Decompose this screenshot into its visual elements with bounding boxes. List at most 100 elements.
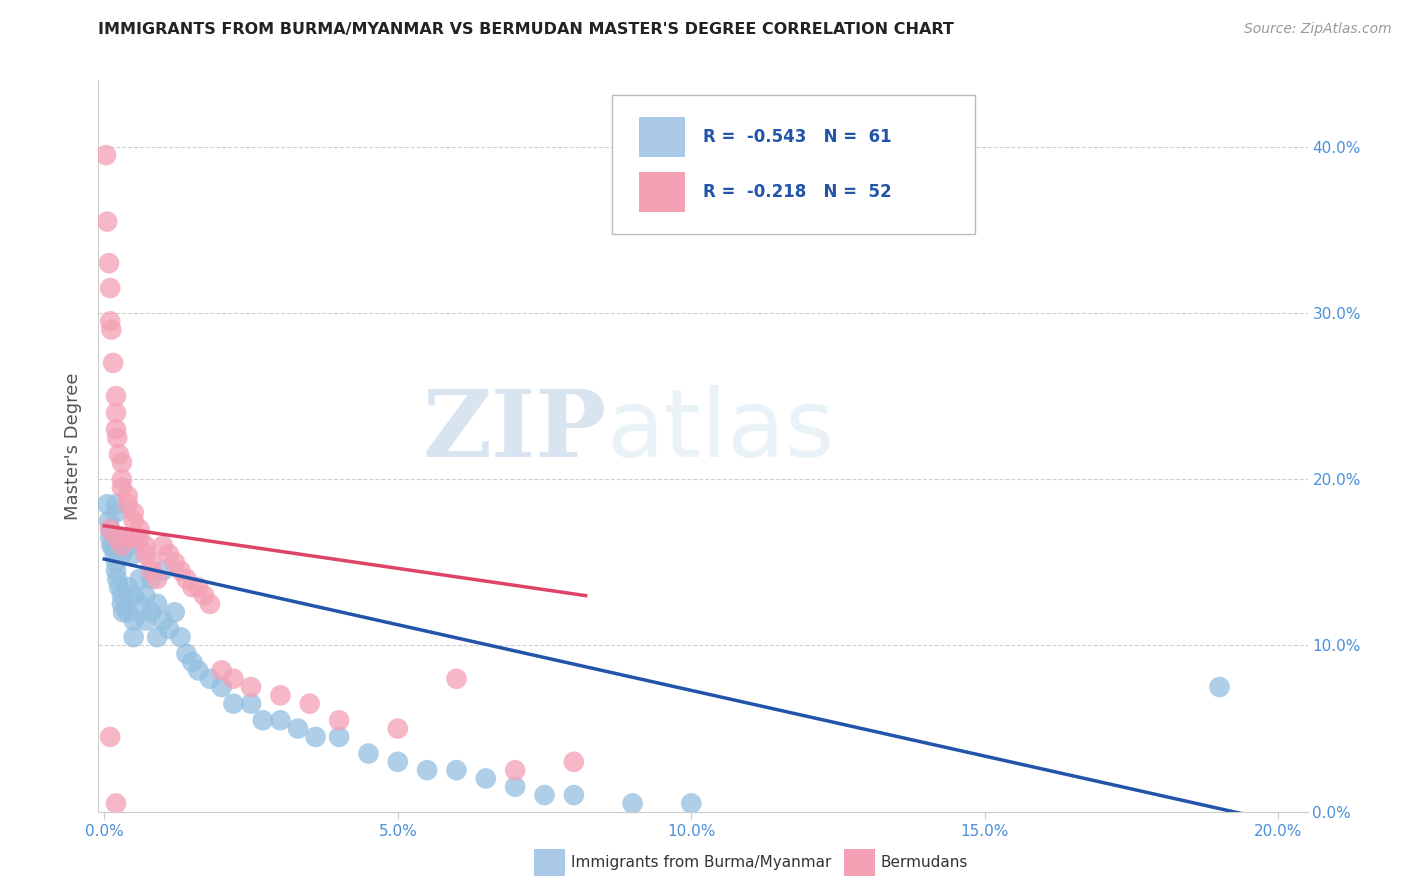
Point [146,630,169,644]
Point [134,614,156,628]
Point [122,530,145,544]
Point [128,572,150,586]
Point [117,605,139,619]
Point [222,672,245,686]
Point [117,580,139,594]
Text: Bermudans: Bermudans [880,855,967,870]
Point [387,755,409,769]
Point [111,547,134,561]
Point [94,148,117,162]
Point [111,597,134,611]
Point [98,522,121,536]
Point [240,680,263,694]
Point [105,389,128,403]
Bar [638,117,685,157]
Point [122,506,145,520]
Point [134,589,156,603]
Point [96,214,118,228]
Text: Source: ZipAtlas.com: Source: ZipAtlas.com [1244,22,1392,37]
Text: Immigrants from Burma/Myanmar: Immigrants from Burma/Myanmar [571,855,831,870]
Point [152,564,174,578]
Y-axis label: Master's Degree: Master's Degree [65,372,83,520]
Point [98,281,121,295]
Point [252,714,274,728]
Point [111,481,134,495]
Point [533,788,555,802]
Point [211,664,233,678]
Point [193,589,215,603]
Point [141,555,163,569]
Point [128,530,150,544]
Point [122,589,145,603]
Point [100,539,122,553]
Point [169,564,191,578]
Point [446,763,468,777]
Point [240,697,263,711]
Point [181,655,204,669]
Text: R =  -0.218   N =  52: R = -0.218 N = 52 [703,183,891,202]
Point [157,622,180,636]
Point [387,722,409,736]
Point [98,522,121,536]
Point [298,697,321,711]
Point [98,514,121,528]
Point [98,730,121,744]
Point [98,530,121,544]
Point [122,614,145,628]
Point [134,539,156,553]
FancyBboxPatch shape [613,95,976,234]
Point [108,447,131,461]
Point [269,689,291,703]
Point [681,797,703,811]
Point [96,497,118,511]
Point [328,714,350,728]
Point [105,422,128,436]
Point [169,630,191,644]
Point [211,680,233,694]
Point [621,797,644,811]
Bar [638,171,685,212]
Point [111,530,134,544]
Point [416,763,439,777]
Point [101,356,124,370]
Point [98,314,121,328]
Point [198,672,221,686]
Point [104,547,127,561]
Point [163,605,186,619]
Point [328,730,350,744]
Point [111,589,134,603]
Point [163,555,186,569]
Point [134,547,156,561]
Point [105,431,128,445]
Point [198,597,221,611]
Point [111,472,134,486]
Point [101,539,124,553]
Point [105,572,128,586]
Point [181,580,204,594]
Point [122,514,145,528]
Point [357,747,380,761]
Point [117,497,139,511]
Point [222,697,245,711]
Text: atlas: atlas [606,385,835,477]
Point [128,522,150,536]
Point [100,323,122,337]
Point [287,722,309,736]
Point [152,614,174,628]
Point [105,530,128,544]
Point [146,597,169,611]
Point [105,497,128,511]
Point [105,555,128,569]
Point [562,755,585,769]
Point [187,664,209,678]
Point [122,547,145,561]
Point [152,539,174,553]
Text: IMMIGRANTS FROM BURMA/MYANMAR VS BERMUDAN MASTER'S DEGREE CORRELATION CHART: IMMIGRANTS FROM BURMA/MYANMAR VS BERMUDA… [98,22,955,37]
Point [111,539,134,553]
Point [128,597,150,611]
Point [117,489,139,503]
Point [176,572,198,586]
Point [446,672,468,686]
Point [105,564,128,578]
Point [105,406,128,420]
